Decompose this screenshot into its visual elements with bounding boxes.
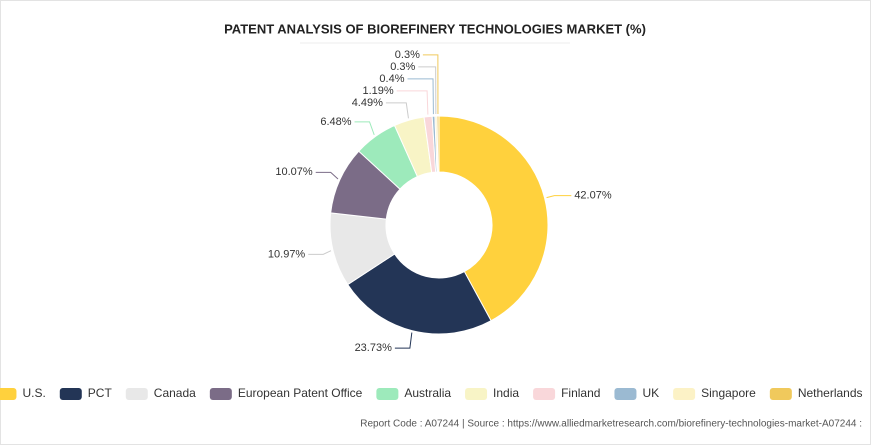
legend-item[interactable]: U.S. bbox=[0, 386, 46, 400]
legend-swatch bbox=[59, 388, 82, 400]
slice bbox=[438, 115, 549, 322]
leader-line bbox=[418, 66, 437, 115]
legend-label: Canada bbox=[154, 386, 196, 400]
leader-line bbox=[422, 54, 439, 115]
slice bbox=[347, 253, 492, 335]
leader-line bbox=[394, 332, 413, 349]
legend-swatch bbox=[376, 388, 399, 400]
legend-swatch bbox=[125, 388, 148, 400]
legend-swatch bbox=[614, 388, 637, 400]
data-label: 6.48% bbox=[320, 116, 351, 128]
legend-swatch bbox=[0, 388, 17, 400]
data-label: 0.3% bbox=[390, 61, 415, 73]
leader-line bbox=[546, 195, 572, 199]
legend-swatch bbox=[465, 388, 488, 400]
legend-item[interactable]: Netherlands bbox=[769, 386, 863, 400]
legend-label: Netherlands bbox=[798, 386, 863, 400]
legend-item[interactable]: Finland bbox=[533, 386, 600, 400]
legend-label: Finland bbox=[561, 386, 600, 400]
data-label: 0.3% bbox=[395, 49, 420, 61]
legend-label: U.S. bbox=[22, 386, 45, 400]
legend-label: UK bbox=[642, 386, 659, 400]
legend-item[interactable]: Canada bbox=[125, 386, 196, 400]
legend-item[interactable]: UK bbox=[614, 386, 659, 400]
legend-label: Singapore bbox=[701, 386, 756, 400]
leader-line bbox=[354, 121, 375, 136]
leader-line bbox=[308, 250, 332, 255]
legend-label: European Patent Office bbox=[238, 386, 363, 400]
data-label: 1.19% bbox=[362, 85, 393, 97]
legend-label: Australia bbox=[404, 386, 451, 400]
footer: Report Code : A07244 | Source : https://… bbox=[360, 419, 862, 430]
chart-title: PATENT ANALYSIS OF BIOREFINERY TECHNOLOG… bbox=[224, 21, 646, 36]
data-label: 0.4% bbox=[379, 73, 404, 85]
leader-line bbox=[396, 90, 429, 115]
data-label: 23.73% bbox=[355, 342, 393, 354]
legend-item[interactable]: Australia bbox=[376, 386, 451, 400]
data-label: 10.07% bbox=[275, 166, 313, 178]
legend-item[interactable]: PCT bbox=[59, 386, 113, 400]
legend-label: PCT bbox=[88, 386, 113, 400]
leader-line bbox=[407, 78, 434, 115]
data-label: 42.07% bbox=[574, 190, 612, 202]
legend-label: India bbox=[493, 386, 519, 400]
legend-item[interactable]: Singapore bbox=[673, 386, 756, 400]
legend-swatch bbox=[769, 388, 792, 400]
legend-item[interactable]: India bbox=[465, 386, 519, 400]
leader-line bbox=[315, 171, 339, 180]
legend-item[interactable]: European Patent Office bbox=[209, 386, 363, 400]
legend-swatch bbox=[533, 388, 556, 400]
legend-swatch bbox=[673, 388, 696, 400]
data-label: 4.49% bbox=[352, 97, 383, 109]
leader-line bbox=[385, 102, 409, 119]
data-label: 10.97% bbox=[268, 248, 306, 260]
legend-swatch bbox=[209, 388, 232, 400]
slice bbox=[436, 115, 440, 173]
